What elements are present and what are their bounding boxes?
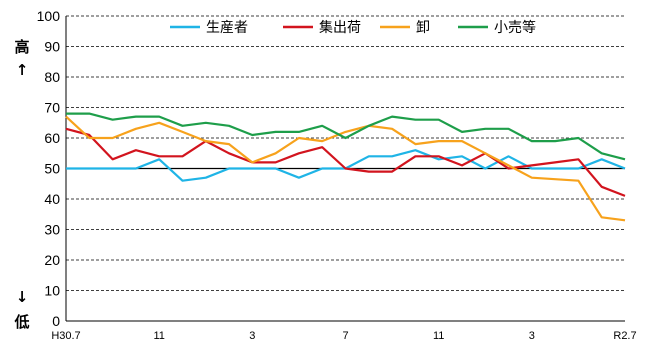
- series-line-2: [65, 115, 626, 222]
- x-tick-labels: H30.7 11 3 7 11 3 R2.7: [51, 330, 636, 342]
- x-tick-label: H30.7: [51, 330, 80, 342]
- series-lines: [65, 112, 626, 222]
- legend-label: 小売等: [494, 19, 536, 36]
- y-tick-label: 80: [44, 69, 60, 85]
- y-tick-label: 50: [44, 161, 60, 177]
- y-tick-label: 20: [44, 252, 60, 268]
- legend-label: 卸: [416, 20, 430, 36]
- y-label-bottom-arrow: ↓: [16, 288, 29, 306]
- legend: 生産者 集出荷 卸 小売等: [170, 19, 536, 36]
- x-tick-label: 11: [153, 330, 164, 342]
- series-line-1: [65, 127, 626, 197]
- y-tick-label: 0: [52, 313, 60, 329]
- y-tick-label: 60: [44, 130, 60, 146]
- y-tick-label: 70: [44, 100, 60, 116]
- x-tick-label: 3: [249, 330, 255, 342]
- series-line-3: [66, 112, 626, 161]
- y-tick-label: 90: [44, 39, 60, 55]
- y-label-top-arrow: ↑: [16, 61, 29, 79]
- x-tick-label: R2.7: [613, 330, 636, 342]
- x-tick-label: 11: [433, 330, 444, 342]
- y-tick-label: 40: [44, 191, 60, 207]
- y-tick-label: 30: [44, 222, 60, 238]
- y-tick-label: 10: [44, 283, 60, 299]
- y-label-top: 高: [14, 38, 29, 56]
- y-tick-label: 100: [37, 8, 61, 24]
- x-tick-label: 7: [342, 330, 348, 342]
- legend-label: 集出荷: [319, 19, 361, 36]
- legend-label: 生産者: [206, 20, 248, 36]
- x-tick-label: 3: [529, 330, 535, 342]
- y-label-bottom: 低: [13, 313, 29, 331]
- y-tick-labels: 0 10 20 30 40 50 60 70 80 90 100: [37, 8, 61, 329]
